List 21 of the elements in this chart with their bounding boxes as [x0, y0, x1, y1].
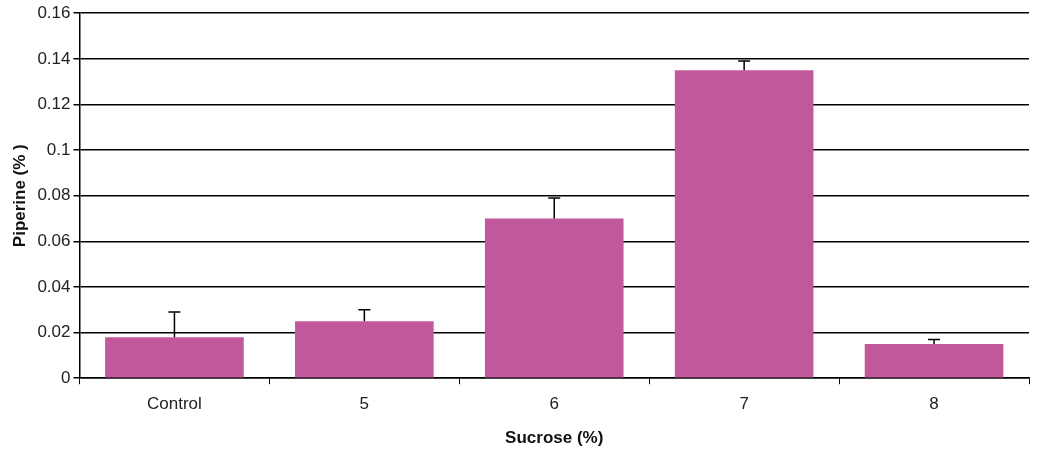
x-axis-title: Sucrose (%) — [505, 428, 604, 448]
y-tick-label: 0.02 — [37, 322, 71, 342]
bar — [295, 321, 434, 378]
x-tick-label: 6 — [549, 394, 559, 414]
x-tick-label: Control — [147, 394, 202, 414]
y-tick-label: 0.14 — [37, 48, 71, 68]
bar — [105, 337, 244, 378]
x-tick-label: 5 — [359, 394, 370, 414]
y-tick-label: 0.16 — [37, 2, 71, 22]
bar — [674, 70, 814, 378]
y-tick-label: 0 — [61, 367, 71, 387]
y-tick-label: 0.12 — [37, 94, 71, 114]
bar — [484, 218, 624, 378]
y-axis-title: Piperine (% ) — [9, 144, 29, 248]
bar — [864, 343, 1004, 378]
y-tick-label: 0.1 — [46, 139, 71, 159]
y-tick-label: 0.06 — [37, 231, 71, 251]
x-tick-label: 8 — [929, 394, 939, 414]
y-tick-label: 0.08 — [37, 185, 71, 205]
x-tick-label: 7 — [739, 394, 749, 414]
y-tick-label: 0.04 — [37, 276, 71, 296]
